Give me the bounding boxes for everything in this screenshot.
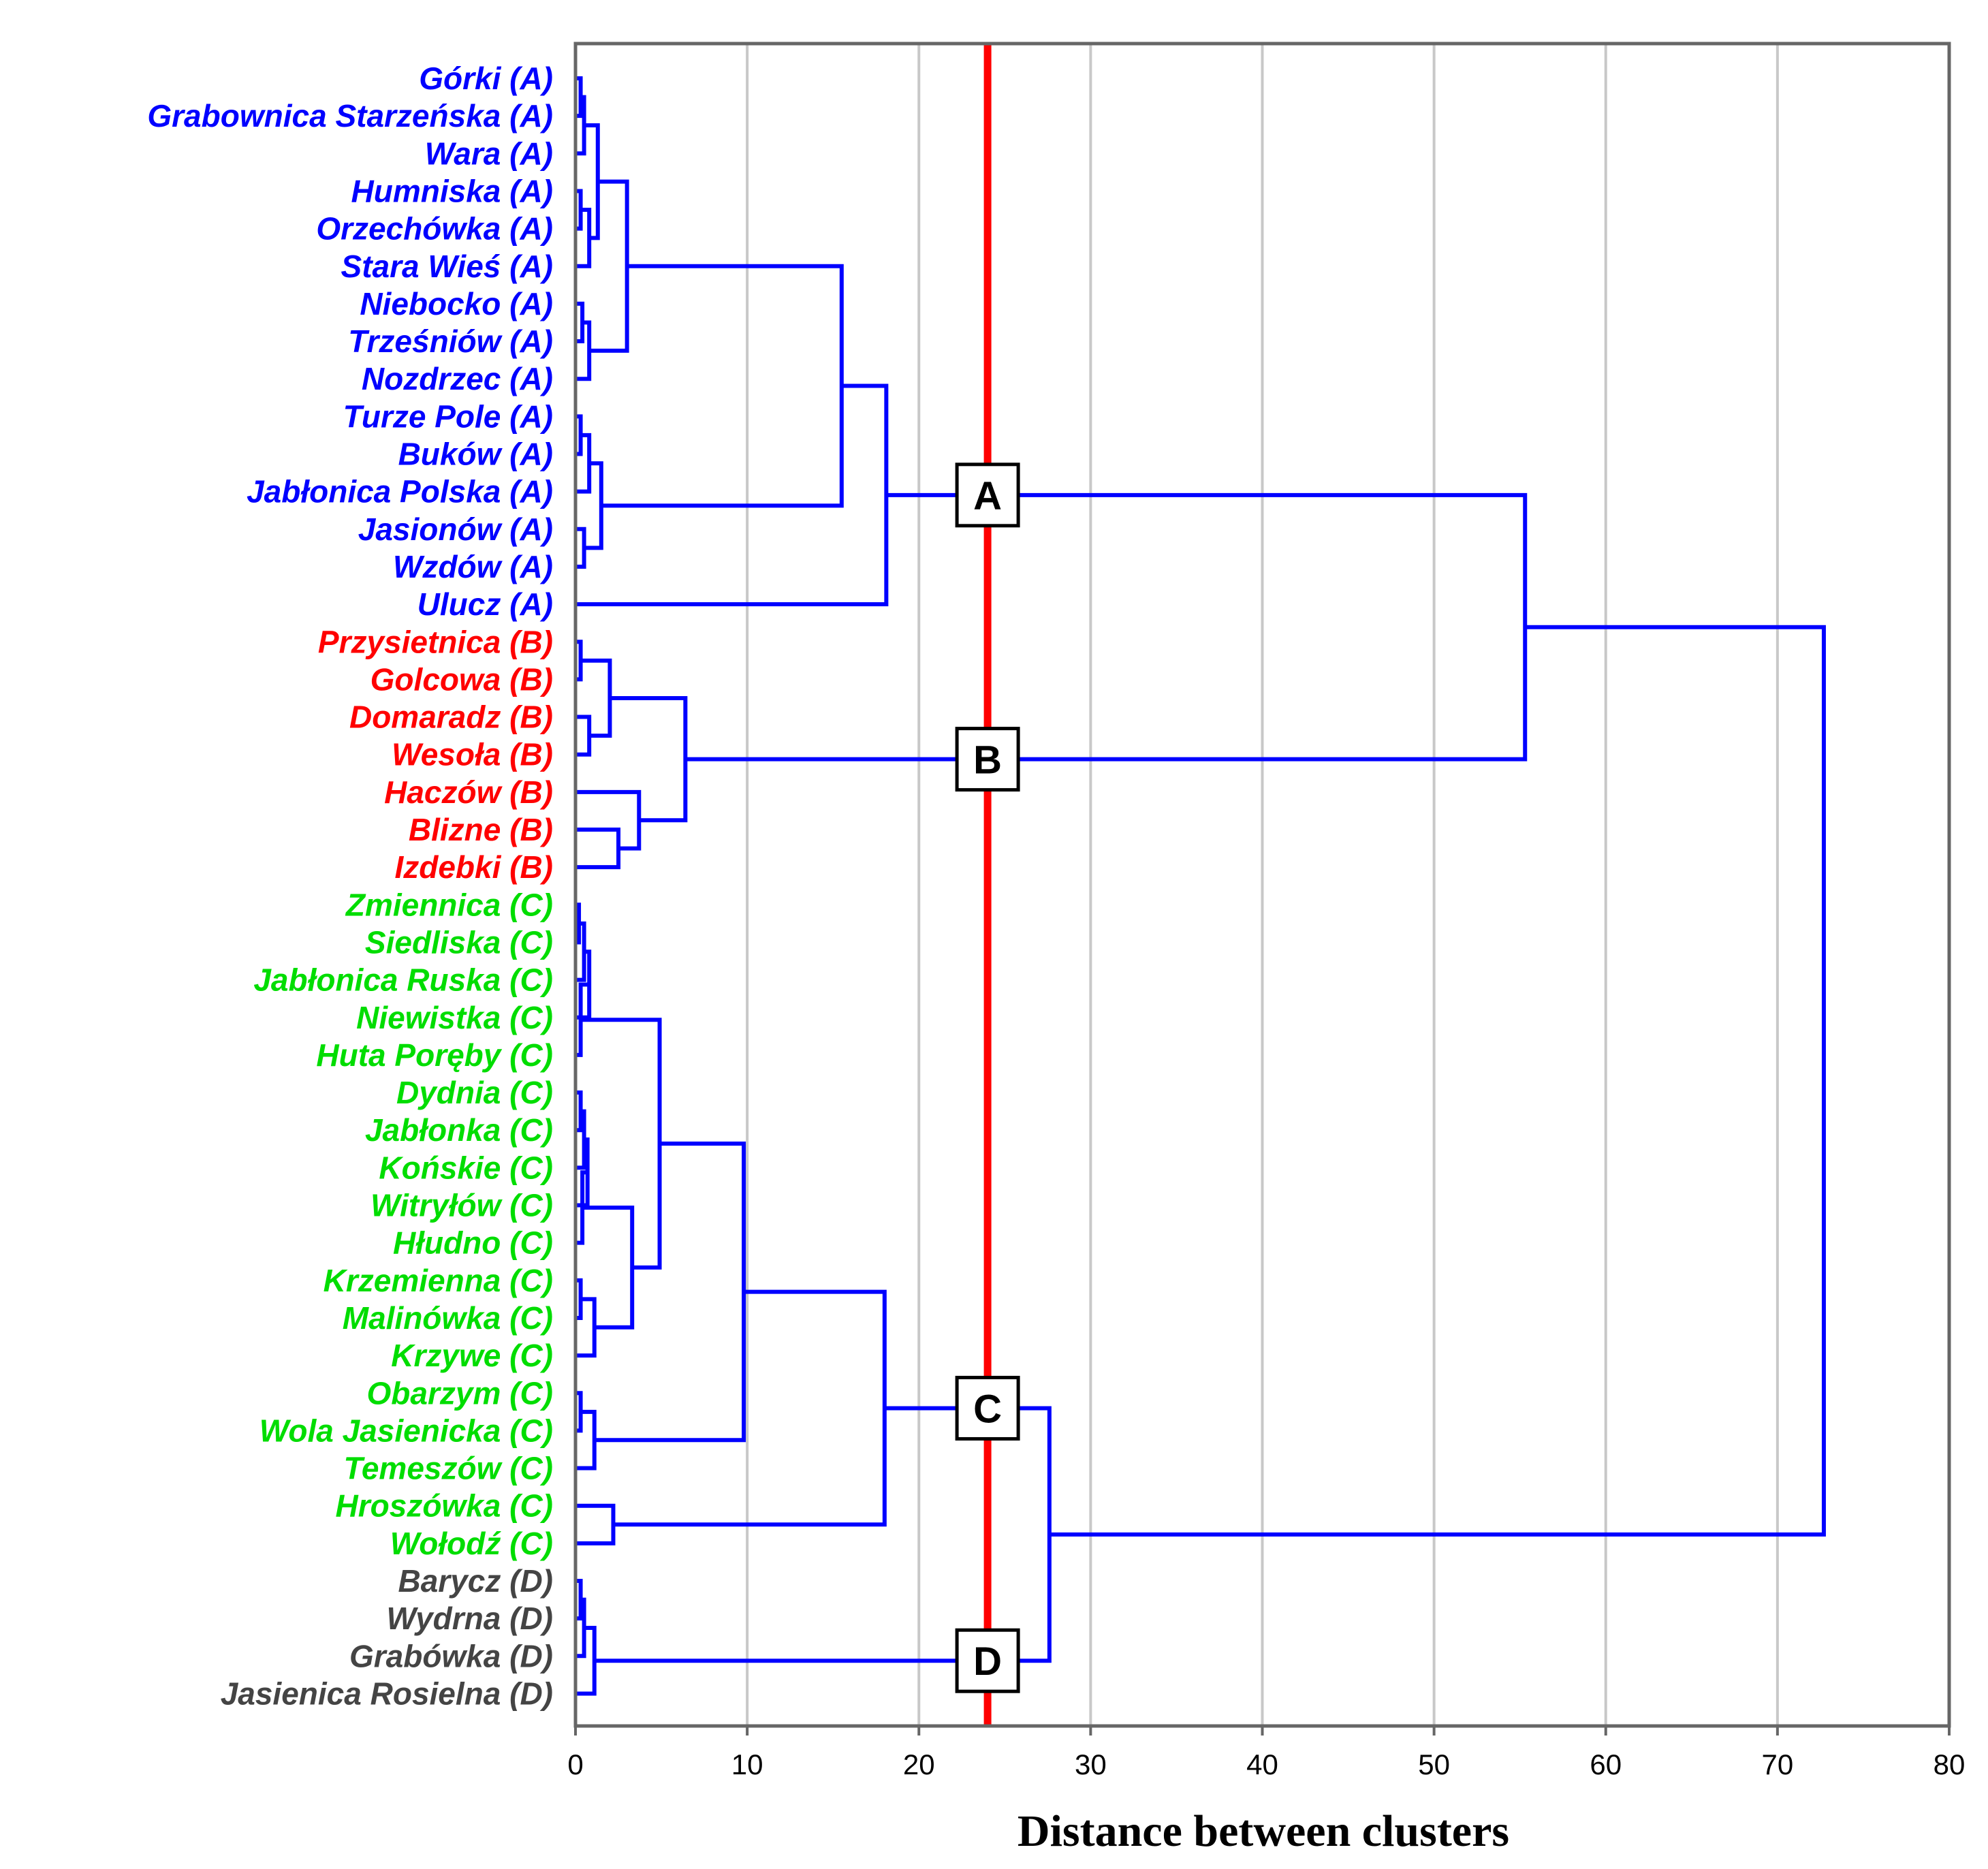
leaf-label: Siedliska (C): [365, 924, 553, 960]
link-m18: [575, 828, 621, 870]
dendrogram-links: [575, 76, 1826, 1696]
leaf-label: Stara Wieś (A): [341, 249, 553, 284]
leaf-label: Golcowa (B): [370, 661, 553, 697]
cluster-marker-label-A: A: [973, 474, 1002, 518]
link-m22: [575, 921, 586, 982]
leaf-label: Grabownica Starzeńska (A): [147, 98, 553, 134]
leaf-label: Krzywe (C): [391, 1338, 553, 1373]
link-m21: [575, 902, 582, 945]
leaf-label: Krzemienna (C): [324, 1263, 553, 1298]
leaf-label: Malinówka (C): [343, 1300, 553, 1336]
tick-label-30: 30: [1075, 1748, 1107, 1780]
leaf-label: Końskie (C): [379, 1150, 553, 1185]
cluster-marker-label-C: C: [973, 1387, 1002, 1431]
link-m11: [575, 527, 586, 569]
leaf-label: Nozdrzec (A): [362, 361, 553, 396]
leaf-label: Turze Pole (A): [343, 398, 553, 434]
leaf-label: Blizne (B): [409, 812, 553, 847]
link-m2: [575, 95, 586, 156]
leaf-label: Obarzym (C): [367, 1375, 553, 1411]
leaf-label: Jasienica Rosielna (D): [221, 1676, 553, 1711]
leaf-label: Niewistka (C): [356, 1000, 553, 1035]
cluster-marker-label-D: D: [973, 1639, 1002, 1684]
leaf-label: Przysietnica (B): [318, 624, 553, 659]
cluster-marker-box-D: [955, 1628, 1020, 1693]
leaf-label: Hłudno (C): [393, 1225, 553, 1261]
cluster-marker-label-B: B: [973, 738, 1002, 783]
link-m31: [582, 1205, 635, 1330]
leaf-label: Niebocko (A): [360, 286, 553, 321]
tick-label-20: 20: [903, 1748, 935, 1780]
leaf-label: Huta Poręby (C): [316, 1037, 553, 1073]
leaf-label: Jasionów (A): [358, 512, 553, 547]
tick-label-0: 0: [567, 1748, 583, 1780]
cluster-marker-box-C: [955, 1375, 1020, 1441]
cluster-marker-box-A: [955, 462, 1020, 528]
leaf-label: Haczów (B): [384, 774, 553, 810]
leaf-label: Górki (A): [419, 61, 553, 96]
leaf-label: Buków (A): [398, 437, 553, 472]
link-m26: [575, 1109, 586, 1170]
tick-label-40: 40: [1246, 1748, 1278, 1780]
leaf-label: Wesoła (B): [392, 737, 553, 772]
leaf-label: Temeszów (C): [343, 1451, 553, 1486]
link-m39: [575, 1597, 586, 1659]
leaf-label: Jabłonica Ruska (C): [253, 962, 553, 998]
leaf-labels: Górki (A)Grabownica Starzeńska (A)Wara (…: [147, 61, 553, 1711]
leaf-label: Witryłów (C): [370, 1188, 553, 1223]
tick-label-10: 10: [731, 1748, 763, 1780]
tick-label-60: 60: [1590, 1748, 1622, 1780]
link-m5: [584, 123, 600, 240]
leaf-label: Grabówka (D): [349, 1638, 553, 1674]
cluster-markers: A B C D: [955, 462, 1020, 1693]
x-axis-label: Distance between clusters: [1017, 1806, 1509, 1856]
leaf-label: Humniska (A): [351, 173, 553, 208]
tick-label-70: 70: [1762, 1748, 1794, 1780]
leaf-label: Hroszówka (C): [336, 1488, 553, 1524]
link-m32: [580, 1018, 662, 1270]
link-m42: [685, 492, 1528, 761]
grid-lines: [746, 44, 1779, 1726]
leaf-label: Barycz (D): [398, 1563, 553, 1599]
leaf-label: Wara (A): [425, 136, 553, 171]
leaf-label: Jabłonica Polska (A): [247, 474, 553, 509]
link-m37: [613, 1289, 887, 1527]
leaf-label: Wołodź (C): [390, 1526, 553, 1561]
leaf-label: Izdebki (B): [394, 849, 553, 885]
tick-label-50: 50: [1418, 1748, 1450, 1780]
leaf-label: Zmiennica (C): [345, 887, 553, 922]
leaf-label: Domaradz (B): [349, 700, 553, 735]
leaf-label: Wydrna (D): [387, 1601, 554, 1636]
leaf-label: Ulucz (A): [417, 586, 553, 622]
leaf-label: Orzechówka (A): [316, 211, 553, 247]
link-m13: [601, 264, 844, 508]
leaf-label: Trześniów (A): [348, 324, 553, 359]
leaf-label: Wola Jasienicka (C): [259, 1413, 553, 1448]
leaf-label: Jabłonka (C): [365, 1112, 553, 1148]
x-axis-ticks: 0 10 20 30 40 50 60 70 80: [567, 1726, 1965, 1780]
link-m43: [1049, 625, 1826, 1537]
link-m19: [575, 789, 642, 851]
leaf-label: Dydnia (C): [396, 1075, 553, 1110]
link-m35: [594, 1142, 746, 1443]
cluster-marker-box-B: [955, 727, 1020, 792]
tick-label-80: 80: [1934, 1748, 1966, 1780]
leaf-label: Wzdów (A): [393, 549, 553, 584]
